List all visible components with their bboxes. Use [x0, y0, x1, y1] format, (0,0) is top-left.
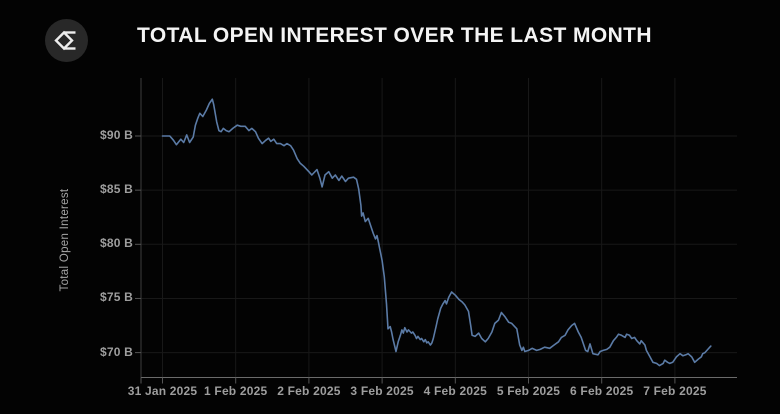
x-tick-label: 7 Feb 2025: [643, 384, 707, 398]
x-tick-label: 2 Feb 2025: [277, 384, 341, 398]
open-interest-series-line: [161, 98, 712, 367]
x-tick-label: 4 Feb 2025: [423, 384, 487, 398]
y-tick-label: $80 B: [99, 236, 133, 251]
y-tick-label: $75 B: [99, 290, 133, 305]
x-axis-ticks: [140, 377, 676, 384]
x-tick-label: 3 Feb 2025: [350, 384, 414, 398]
sigma-glyph: [54, 30, 76, 51]
y-tick-label: $70 B: [99, 344, 133, 359]
vertical-gridlines: [162, 78, 676, 378]
y-tick-label: $90 B: [99, 128, 133, 142]
x-tick-label: 31 Jan 2025: [127, 384, 198, 398]
page-title: TOTAL OPEN INTEREST OVER THE LAST MONTH: [137, 24, 652, 47]
sigma-diamond-logo[interactable]: [45, 19, 88, 62]
x-tick-label: 5 Feb 2025: [496, 384, 561, 398]
x-tick-label: 6 Feb 2025: [570, 384, 634, 398]
x-tick-label: 1 Feb 2025: [204, 384, 268, 398]
horizontal-gridlines: [141, 135, 737, 354]
y-axis-ticks: [135, 135, 141, 354]
y-tick-label: $85 B: [99, 182, 133, 197]
